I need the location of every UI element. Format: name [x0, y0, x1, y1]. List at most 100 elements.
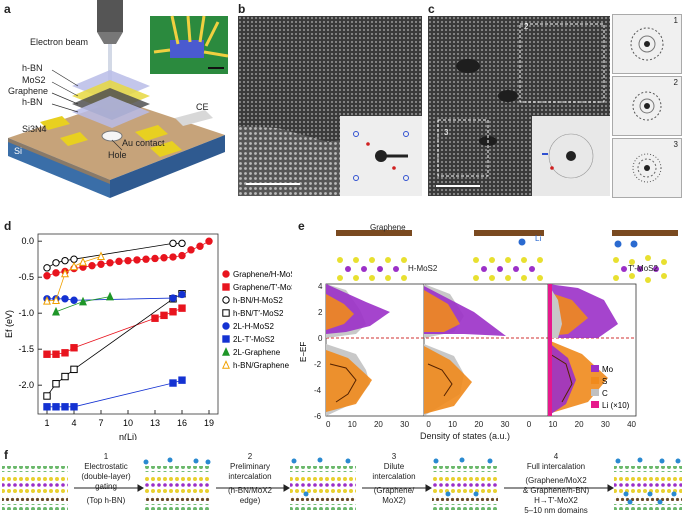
panel-d-label: d: [4, 219, 12, 233]
label-ce: CE: [196, 102, 209, 112]
data-point: [52, 306, 60, 316]
data-point: [115, 257, 123, 266]
legend-marker: [222, 347, 230, 356]
svg-text:C: C: [602, 389, 608, 398]
y-tick-label: -1.5: [18, 344, 34, 354]
y-axis-label: Ef (eV): [4, 310, 14, 338]
data-point: [169, 308, 177, 316]
data-point: [43, 392, 51, 400]
svg-text:S: S: [602, 377, 607, 386]
data-point: [178, 304, 186, 312]
legend-marker: [222, 335, 230, 343]
data-point: [106, 291, 114, 301]
hole: [101, 130, 123, 142]
data-point: [178, 290, 186, 299]
series-line: [47, 379, 183, 408]
legend-marker: [222, 283, 230, 291]
data-point: [169, 379, 177, 387]
panel-c-label: c: [428, 2, 435, 16]
fft-num-2: 2: [673, 78, 678, 87]
dos-xlabel: Density of states (a.u.): [420, 431, 511, 441]
fft-num-1: 1: [673, 16, 678, 25]
data-point: [142, 255, 150, 263]
step-3: 3 Dilute intercalation (Graphene/MoX2): [372, 452, 416, 505]
data-point: [61, 372, 69, 381]
x-tick-label: 1: [44, 418, 49, 428]
label-si: Si: [14, 146, 23, 156]
series-line: [46, 293, 183, 397]
svg-text:Mo: Mo: [602, 365, 614, 374]
legend-label: Graphene/H-MoS2: [233, 270, 292, 279]
data-point: [61, 295, 69, 303]
data-point: [97, 251, 105, 261]
x-tick-label: 7: [98, 418, 103, 428]
legend-marker: [222, 309, 230, 317]
legend-marker: [222, 322, 230, 330]
data-point: [70, 296, 78, 304]
step-2: 2 Preliminary intercalation (h-BN/MoX2 edge): [227, 452, 272, 505]
data-point: [205, 237, 213, 245]
panel-e-dos-figure: 4 2 0 -2 -4 -6 E−EF Mo S C Li (×10): [299, 230, 678, 421]
panel-b-tem-image: [238, 16, 422, 196]
data-point: [79, 296, 87, 306]
label-h-mos2: H-MoS2: [408, 264, 438, 273]
data-point: [70, 261, 78, 271]
stack-4: [432, 457, 498, 510]
label-graphene: Graphene: [8, 86, 49, 96]
fft-num-3: 3: [673, 140, 678, 149]
y-tick-label: -1.0: [18, 308, 34, 318]
label-mos2: MoS2: [22, 75, 46, 85]
data-point: [169, 239, 177, 248]
data-point: [43, 264, 51, 272]
data-point: [124, 256, 132, 265]
y-tick-label: -2.0: [18, 380, 34, 390]
panel-e-label: e: [298, 219, 305, 233]
data-point: [70, 255, 78, 263]
fft-inset-3: 3: [612, 138, 682, 198]
fft-inset-2: 2: [612, 76, 682, 136]
data-point: [52, 350, 60, 358]
label-hole: Hole: [108, 150, 127, 160]
data-point: [70, 365, 78, 374]
x-tick-label: 13: [150, 418, 160, 428]
svg-text:Li (×10): Li (×10): [602, 401, 630, 410]
dos-xticks: 0 10 20 30 0 10 20 30 0 10 20 30 40: [326, 420, 636, 429]
data-point: [43, 296, 51, 305]
data-point: [88, 261, 96, 270]
data-point: [160, 311, 168, 320]
data-point: [70, 344, 78, 352]
svg-text:2: 2: [318, 308, 323, 317]
svg-text:-2: -2: [314, 360, 322, 369]
svg-text:0: 0: [318, 334, 323, 343]
legend-label: 2L-T′-MoS2: [233, 335, 275, 344]
step-4: 4 Full intercalation (Graphene/MoX2 & Graph…: [522, 452, 590, 515]
data-point: [133, 256, 141, 264]
legend-label: h-BN/Graphene: [233, 361, 290, 370]
data-point: [52, 403, 60, 411]
legend-marker: [222, 270, 230, 278]
data-point: [79, 257, 87, 266]
stack-5: [614, 457, 682, 510]
panel-f-schematic: [2, 457, 682, 510]
label-li: Li: [535, 234, 542, 243]
layer-hbn-bottom: [72, 96, 150, 128]
data-point: [70, 403, 78, 411]
data-point: [61, 349, 69, 357]
x-tick-label: 10: [123, 418, 133, 428]
legend-label: 2L-H-MoS2: [233, 322, 274, 331]
si-side-left: [8, 138, 110, 198]
y-tick-label: 0.0: [21, 236, 34, 246]
label-si3n4: Si3N4: [22, 124, 47, 134]
data-point: [43, 272, 51, 280]
data-point: [178, 251, 186, 260]
data-point: [178, 239, 186, 248]
region-label-3: 3: [444, 128, 449, 137]
dos-ylabel: E−EF: [299, 342, 308, 362]
data-point: [178, 376, 186, 384]
legend-marker: [222, 296, 230, 304]
electron-gun: [97, 0, 123, 32]
svg-text:-4: -4: [314, 386, 322, 395]
step-1: 1 Electrostatic (double-layer) gating (Top h…: [81, 452, 131, 505]
legend-label: Graphene/T′-MoS2: [233, 283, 292, 292]
data-point: [52, 259, 60, 267]
